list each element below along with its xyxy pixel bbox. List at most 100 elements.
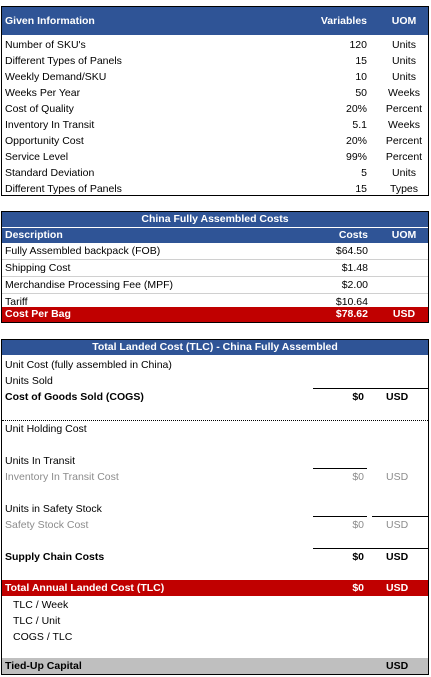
unit-holding-cost-label: Unit Holding Cost — [5, 423, 87, 435]
total-annual-tlc-value: $0 — [352, 582, 364, 594]
given-row-label: Inventory In Transit — [5, 119, 95, 131]
tlc-table: Total Landed Cost (TLC) - China Fully As… — [1, 339, 429, 675]
given-row-value: 5 — [361, 167, 367, 179]
given-row-uom: Percent — [385, 103, 423, 115]
given-header-variables: Variables — [320, 15, 367, 27]
china-row-value: $1.48 — [341, 262, 368, 274]
given-row-value: 15 — [355, 55, 367, 67]
given-row-uom: Units — [392, 39, 416, 51]
china-row-value: $2.00 — [341, 279, 368, 291]
total-annual-tlc-uom: USD — [386, 582, 409, 594]
given-row-uom: Percent — [385, 151, 423, 163]
supply-chain-line — [313, 548, 429, 549]
china-header-costs: Costs — [338, 229, 368, 241]
given-row-label: Weeks Per Year — [5, 87, 81, 99]
supply-chain-costs-row: Supply Chain Costs $0 USD — [2, 549, 428, 565]
china-row-label: Fully Assembled backpack (FOB) — [5, 245, 161, 257]
china-cost-row: Shipping Cost $1.48 — [2, 260, 428, 277]
china-header-uom: UOM — [391, 229, 417, 241]
units-in-safety-stock-row: Units in Safety Stock — [2, 501, 428, 517]
cogs-tlc-label: COGS / TLC — [13, 631, 73, 643]
given-row-uom: Units — [392, 71, 416, 83]
tlc-title: Total Landed Cost (TLC) - China Fully As… — [92, 341, 338, 353]
cogs-row: Cost of Goods Sold (COGS) $0 USD — [2, 389, 428, 405]
units-in-safety-stock-label: Units in Safety Stock — [5, 503, 102, 515]
safety-stock-cost-value: $0 — [352, 519, 364, 531]
given-row-value: 50 — [355, 87, 367, 99]
unit-holding-cost-row: Unit Holding Cost — [2, 421, 428, 437]
given-row: Inventory In Transit 5.1 Weeks — [2, 117, 428, 133]
given-row-uom: Weeks — [388, 119, 420, 131]
supply-chain-costs-label: Supply Chain Costs — [5, 551, 105, 563]
inventory-in-transit-cost-uom: USD — [386, 471, 409, 483]
given-header-uom: UOM — [391, 15, 417, 27]
given-row-value: 120 — [349, 39, 367, 51]
given-row-label: Number of SKU's — [5, 39, 86, 51]
given-row-uom: Percent — [385, 135, 423, 147]
china-row-label: Tariff — [5, 296, 28, 308]
given-row-uom: Units — [392, 167, 416, 179]
china-row-label: Merchandise Processing Fee (MPF) — [5, 279, 174, 291]
given-row: Different Types of Panels 15 Types — [2, 181, 428, 197]
given-row-label: Service Level — [5, 151, 69, 163]
cost-per-bag-row: Cost Per Bag $78.62 USD — [2, 307, 428, 322]
given-row-label: Standard Deviation — [5, 167, 95, 179]
china-header-description: Description — [5, 229, 63, 241]
cogs-tlc-row: COGS / TLC — [2, 629, 428, 645]
safety-stock-cost-uom: USD — [386, 519, 409, 531]
given-row-value: 20% — [345, 103, 367, 115]
china-title-row: China Fully Assembled Costs — [2, 212, 428, 228]
given-header-label: Given Information — [5, 15, 95, 27]
cost-per-bag-label: Cost Per Bag — [5, 308, 71, 320]
china-title: China Fully Assembled Costs — [141, 213, 289, 225]
china-row-value: $10.64 — [335, 296, 368, 308]
units-sold-label: Units Sold — [5, 375, 53, 387]
safety-line-1 — [313, 516, 367, 517]
given-row: Service Level 99% Percent — [2, 149, 428, 165]
cost-per-bag-value: $78.62 — [335, 308, 368, 320]
given-row-value: 99% — [345, 151, 367, 163]
tlc-title-row: Total Landed Cost (TLC) - China Fully As… — [2, 340, 428, 355]
given-row-value: 20% — [345, 135, 367, 147]
given-header-row: Given Information Variables UOM — [2, 7, 428, 35]
inventory-in-transit-cost-label: Inventory In Transit Cost — [5, 471, 119, 483]
tlc-unit-row: TLC / Unit — [2, 613, 428, 629]
given-row: Opportunity Cost 20% Percent — [2, 133, 428, 149]
supply-chain-costs-uom: USD — [386, 551, 409, 563]
given-row: Standard Deviation 5 Units — [2, 165, 428, 181]
china-cost-row: Merchandise Processing Fee (MPF) $2.00 — [2, 277, 428, 294]
tied-up-capital-label: Tied-Up Capital — [5, 660, 82, 672]
given-row-label: Weekly Demand/SKU — [5, 71, 107, 83]
given-row-uom: Weeks — [388, 87, 420, 99]
inventory-in-transit-cost-row: Inventory In Transit Cost $0 USD — [2, 469, 428, 485]
given-information-table: Given Information Variables UOM Number o… — [1, 6, 429, 196]
cogs-value: $0 — [352, 391, 364, 403]
china-row-label: Shipping Cost — [5, 262, 71, 274]
given-row-value: 10 — [355, 71, 367, 83]
cost-per-bag-uom: USD — [392, 308, 416, 320]
china-header-row: Description Costs UOM — [2, 228, 428, 243]
given-rows: Number of SKU's 120 Units Different Types o… — [2, 35, 428, 197]
cogs-line — [313, 388, 429, 389]
cogs-uom: USD — [386, 391, 409, 403]
units-in-transit-label: Units In Transit — [5, 455, 76, 467]
china-costs-table: China Fully Assembled Costs Description … — [1, 211, 429, 323]
tlc-unit-label: TLC / Unit — [13, 615, 61, 627]
given-row-uom: Units — [392, 55, 416, 67]
units-in-transit-row: Units In Transit — [2, 453, 428, 469]
given-row-label: Opportunity Cost — [5, 135, 84, 147]
given-row: Weeks Per Year 50 Weeks — [2, 85, 428, 101]
total-annual-tlc-row: Total Annual Landed Cost (TLC) $0 USD — [2, 580, 428, 596]
safety-stock-cost-label: Safety Stock Cost — [5, 519, 89, 531]
given-row-uom: Types — [389, 183, 418, 195]
supply-chain-costs-value: $0 — [352, 551, 364, 563]
transit-line — [313, 468, 367, 469]
unit-cost-label: Unit Cost (fully assembled in China) — [5, 359, 172, 371]
given-row: Different Types of Panels 15 Units — [2, 53, 428, 69]
given-row-label: Different Types of Panels — [5, 183, 122, 195]
safety-stock-cost-row: Safety Stock Cost $0 USD — [2, 517, 428, 533]
given-row: Cost of Quality 20% Percent — [2, 101, 428, 117]
units-sold-row: Units Sold — [2, 373, 428, 389]
tlc-week-row: TLC / Week — [2, 597, 428, 613]
china-row-value: $64.50 — [335, 245, 368, 257]
